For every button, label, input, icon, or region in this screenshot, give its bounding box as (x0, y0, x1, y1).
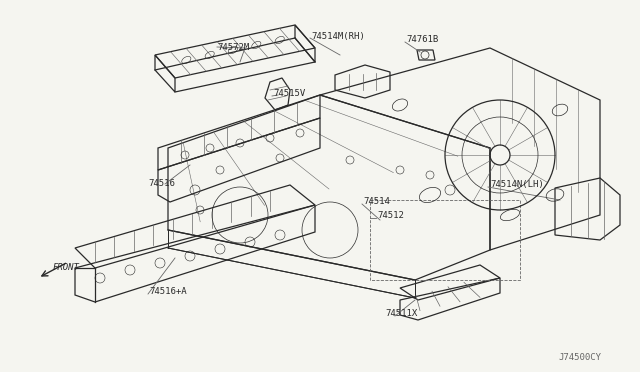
Text: J74500CY: J74500CY (558, 353, 601, 362)
Text: FRONT: FRONT (53, 263, 80, 272)
Text: 74514N(LH): 74514N(LH) (490, 180, 544, 189)
Text: 74514: 74514 (363, 198, 390, 206)
Text: 74516: 74516 (148, 179, 175, 187)
Text: 74514M(RH): 74514M(RH) (311, 32, 365, 41)
Text: 74515V: 74515V (273, 89, 305, 97)
Text: 74516+A: 74516+A (149, 288, 187, 296)
Text: 74572M: 74572M (217, 42, 249, 51)
Text: 74512: 74512 (377, 212, 404, 221)
Text: 74761B: 74761B (406, 35, 438, 45)
Text: 74511X: 74511X (385, 310, 417, 318)
